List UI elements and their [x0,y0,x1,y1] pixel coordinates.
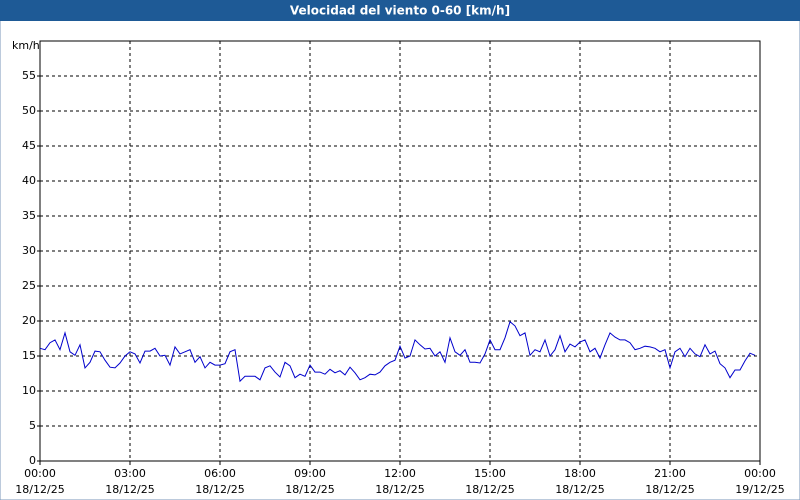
x-tick-date: 18/12/25 [555,483,604,496]
x-tick-date: 18/12/25 [375,483,424,496]
x-tick-date: 18/12/25 [645,483,694,496]
x-tick-date: 18/12/25 [105,483,154,496]
x-tick-date: 19/12/25 [735,483,784,496]
title-bar [0,0,800,21]
y-tick-label: 30 [22,244,36,257]
data-line [39,320,756,383]
y-tick-label: 55 [22,69,36,82]
x-tick-date: 18/12/25 [15,483,64,496]
y-tick-label: 15 [22,349,36,362]
y-tick-label: 35 [22,209,36,222]
y-tick-label: 25 [22,279,36,292]
chart-title: Velocidad del viento 0-60 [km/h] [290,4,510,18]
y-axis-label: km/h [12,39,40,52]
y-tick-label: 5 [29,419,36,432]
x-tick-label: 18:00 [564,467,596,480]
x-tick-label: 09:00 [294,467,326,480]
plot-frame [39,40,761,462]
x-tick-label: 03:00 [114,467,146,480]
x-tick-label: 21:00 [654,467,686,480]
y-tick-label: 40 [22,174,36,187]
x-tick-label: 00:00 [744,467,776,480]
y-tick-label: 10 [22,384,36,397]
y-tick-label: 0 [29,454,36,467]
x-tick-date: 18/12/25 [285,483,334,496]
x-tick-label: 06:00 [204,467,236,480]
y-tick-label: 20 [22,314,36,327]
x-tick-date: 18/12/25 [465,483,514,496]
x-tick-label: 12:00 [384,467,416,480]
x-tick-label: 00:00 [24,467,56,480]
x-tick-date: 18/12/25 [195,483,244,496]
x-tick-label: 15:00 [474,467,506,480]
y-tick-label: 45 [22,139,36,152]
y-tick-label: 50 [22,104,36,117]
